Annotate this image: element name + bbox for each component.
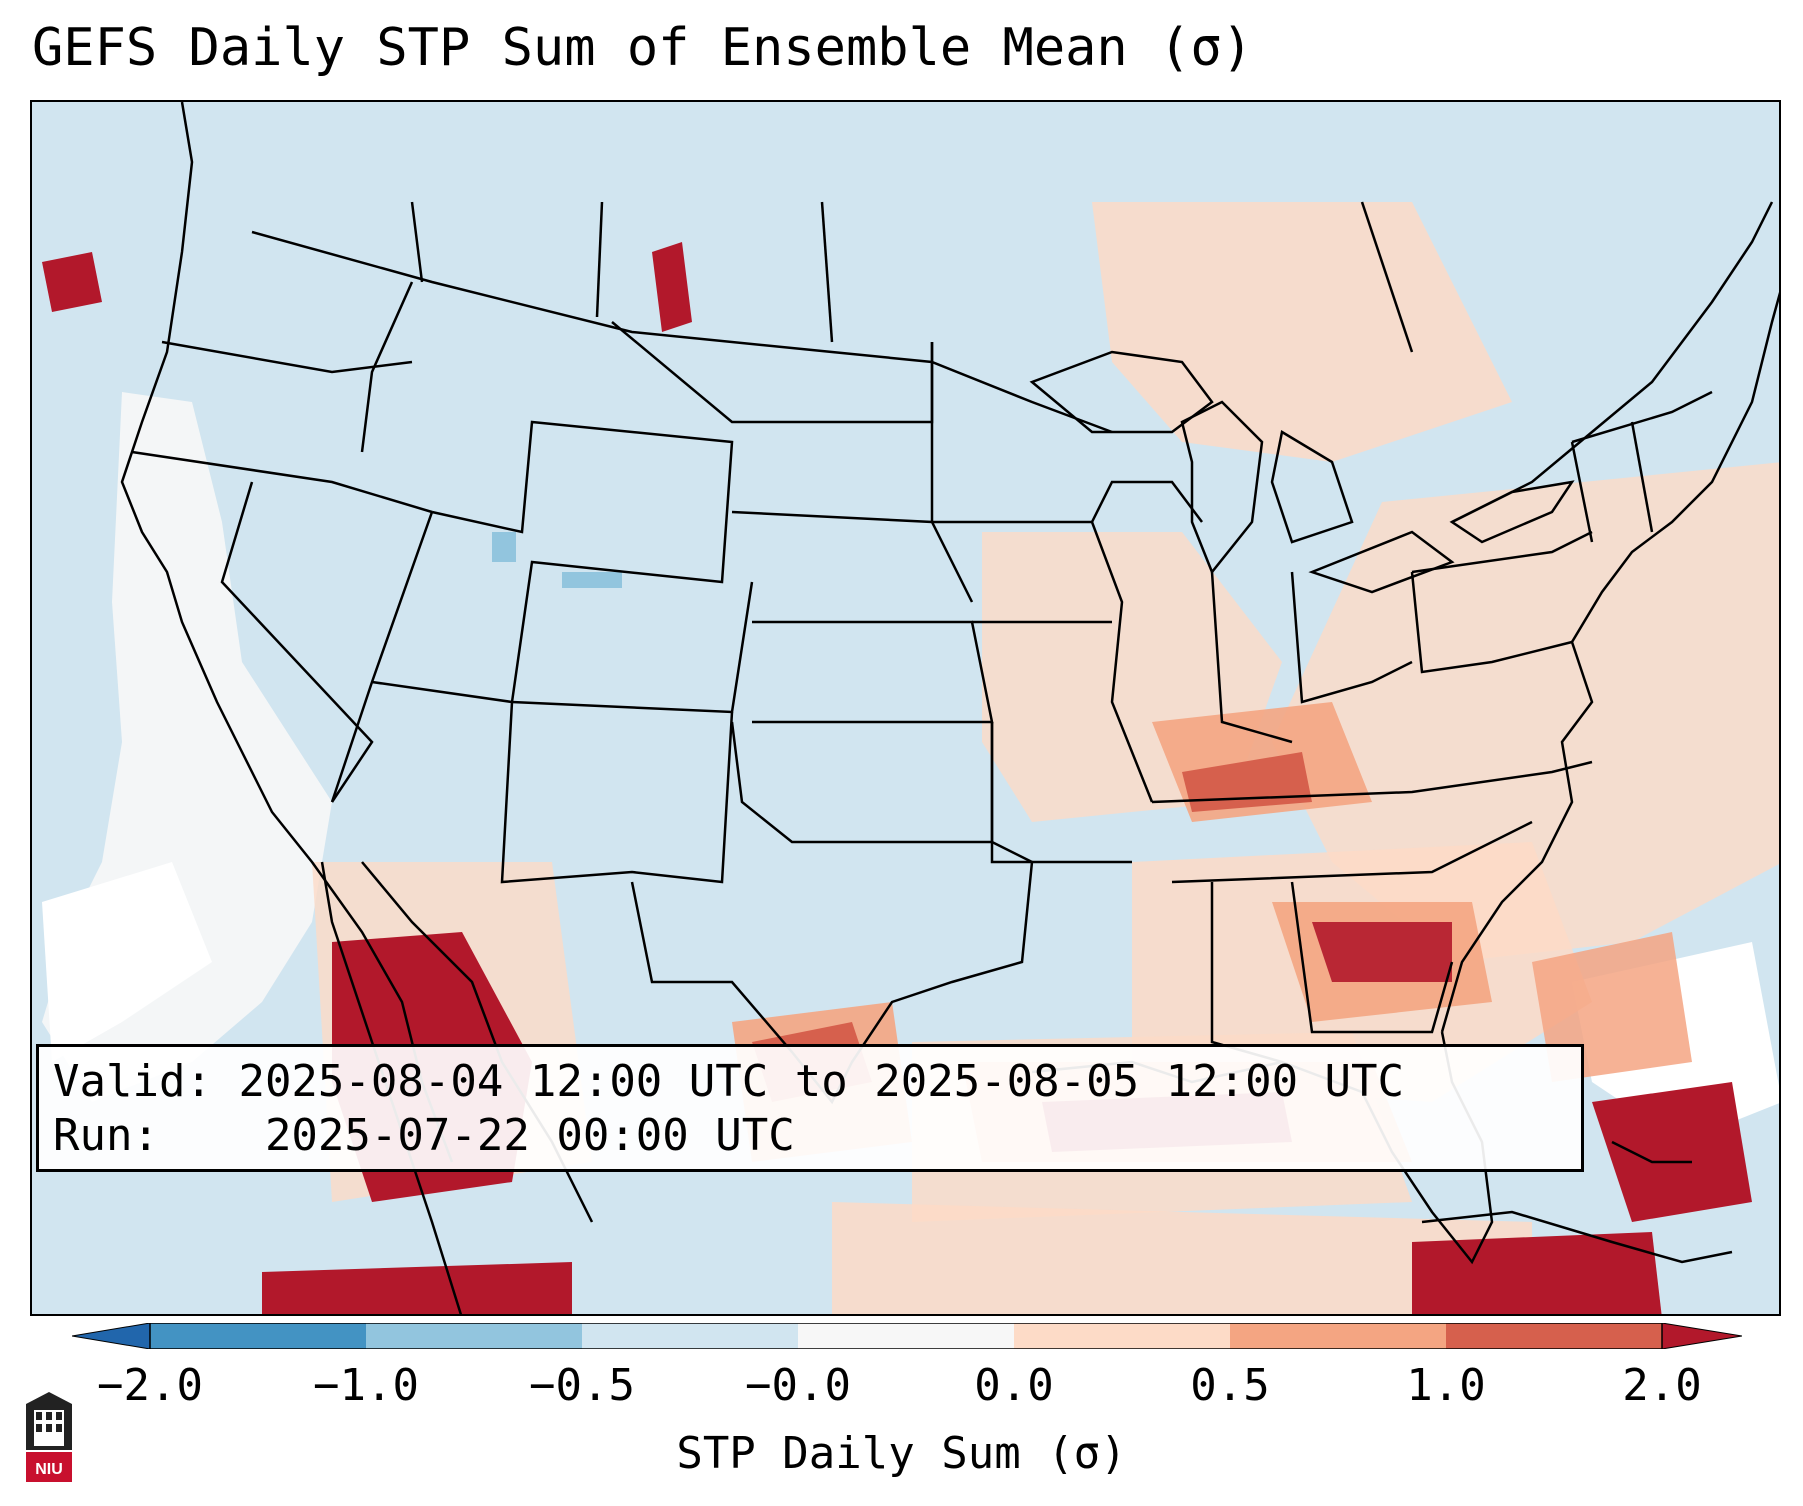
colorbar-bin-4 bbox=[798, 1323, 1014, 1349]
colorbar-ticks: −2.0 −1.0 −0.5 −0.0 0.0 0.5 1.0 2.0 bbox=[0, 1360, 1803, 1420]
valid-value: 2025-08-04 12:00 UTC to 2025-08-05 12:00… bbox=[238, 1056, 1405, 1107]
colorbar-svg bbox=[71, 1322, 1743, 1350]
colorbar-bin-2 bbox=[366, 1323, 582, 1349]
colorbar-tick: 0.0 bbox=[974, 1360, 1054, 1411]
valid-label: Valid: bbox=[53, 1056, 212, 1107]
colorbar-tick: −0.0 bbox=[745, 1360, 851, 1411]
colorbar-tick: 0.5 bbox=[1190, 1360, 1270, 1411]
colorbar-tick: −2.0 bbox=[97, 1360, 203, 1411]
colorbar-tick: 2.0 bbox=[1622, 1360, 1702, 1411]
colorbar-tick: −0.5 bbox=[529, 1360, 635, 1411]
colorbar-tick: 1.0 bbox=[1406, 1360, 1486, 1411]
colorbar-under-triangle bbox=[71, 1322, 151, 1350]
colorbar-bin-6 bbox=[1230, 1323, 1446, 1349]
colorbar-bin-7 bbox=[1446, 1323, 1662, 1349]
map-panel[interactable] bbox=[30, 100, 1781, 1316]
colorbar-over-triangle bbox=[1661, 1322, 1743, 1350]
colorbar-label: STP Daily Sum (σ) bbox=[676, 1428, 1127, 1479]
logo-text: NIU bbox=[35, 1461, 63, 1478]
map-title: GEFS Daily STP Sum of Ensemble Mean (σ) bbox=[32, 18, 1253, 78]
niu-logo: NIU bbox=[22, 1390, 76, 1486]
colorbar-bin-1 bbox=[150, 1323, 366, 1349]
stp-field-map bbox=[42, 102, 1779, 1314]
colorbar bbox=[71, 1322, 1743, 1353]
valid-run-box: Valid: 2025-08-04 12:00 UTC to 2025-08-0… bbox=[36, 1044, 1584, 1172]
run-value: 2025-07-22 00:00 UTC bbox=[264, 1110, 795, 1161]
state-borders bbox=[120, 102, 1779, 1314]
field-shading bbox=[42, 202, 1779, 1314]
run-label: Run: bbox=[53, 1110, 159, 1161]
colorbar-bin-3 bbox=[582, 1323, 798, 1349]
colorbar-bin-5 bbox=[1014, 1323, 1230, 1349]
colorbar-tick: −1.0 bbox=[313, 1360, 419, 1411]
niu-logo-icon: NIU bbox=[26, 1392, 72, 1482]
